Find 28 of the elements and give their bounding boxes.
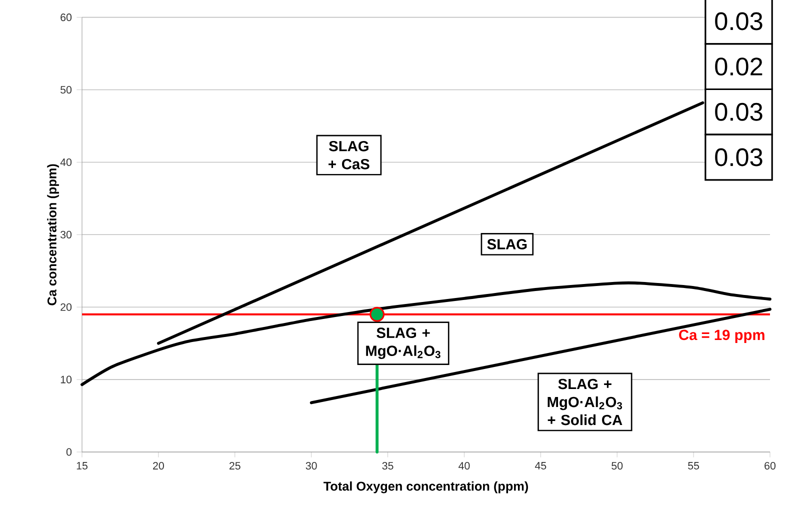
annotation: SLAG + MgO·Al$_{2}$O$_{3}$ [366,328,440,360]
x-tick-label: 35 [382,462,394,470]
annotation: SLAG + CaS [328,140,370,170]
y-tick-label: 30 [60,230,72,238]
annotation: 0.02 [715,58,762,76]
y-tick-label: 10 [60,376,72,384]
x-tick-label: 60 [764,462,776,470]
y-tick-label: 40 [60,158,72,166]
x-tick-label: 50 [612,462,623,470]
annotation: 0.03 [715,148,762,166]
y-tick-label: 60 [60,14,72,22]
annotation: SLAG [487,239,527,250]
annotation: SLAG + MgO·Al$_{2}$O$_{3}$ + Solid CA [548,378,622,426]
x-tick-label: 55 [688,462,700,470]
x-tick-label: 25 [230,462,240,470]
y-tick-label: 0 [66,448,72,456]
x-axis-title: Total Oxygen concentration (ppm) [324,481,528,494]
ref-line-label: Ca = 19 ppm [679,330,764,343]
x-tick-label: 45 [534,462,546,470]
y-tick-label: 20 [60,303,72,311]
x-tick-label: 40 [458,462,470,470]
x-tick-label: 15 [76,462,88,470]
y-tick-label: 50 [60,86,72,94]
x-tick-label: 20 [153,462,164,470]
x-tick-label: 30 [306,462,317,470]
annotation: 0.03 [715,12,762,30]
y-axis-title: Ca concentration (ppm) [47,164,59,306]
annotation: 0.03 [715,102,762,121]
